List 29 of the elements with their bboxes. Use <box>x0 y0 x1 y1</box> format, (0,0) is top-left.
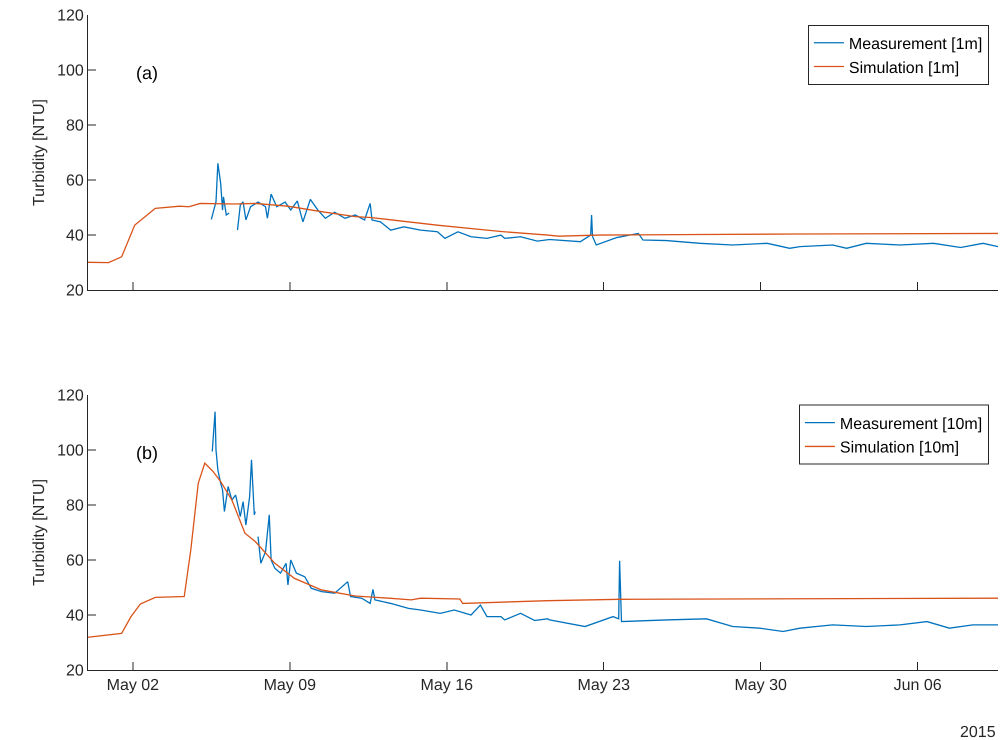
legend-label: Simulation [1m] <box>848 60 960 77</box>
y-tick-label: 120 <box>57 388 84 404</box>
legend-label: Measurement [1m] <box>848 36 982 53</box>
y-tick-label: 20 <box>66 282 84 300</box>
legend-label: Simulation [10m] <box>840 440 960 457</box>
x-tick-label: May 30 <box>734 677 788 694</box>
legend-label: Measurement [10m] <box>840 416 982 433</box>
line-series <box>88 202 998 264</box>
y-tick-label: 120 <box>57 8 84 25</box>
y-tick-label: 80 <box>66 498 84 515</box>
x-tick-label: May 02 <box>106 677 160 694</box>
y-axis-title: Turbidity [NTU] <box>30 478 48 586</box>
y-axis-title: Turbidity [NTU] <box>30 99 48 206</box>
annotation: (a) <box>136 63 158 83</box>
y-tick-label: 60 <box>66 172 84 190</box>
y-tick-label: 100 <box>57 62 84 80</box>
y-tick-label: 60 <box>66 552 84 570</box>
y-tick-label: 80 <box>66 118 84 135</box>
x-tick-label: May 16 <box>420 677 474 694</box>
line-series <box>88 462 998 638</box>
annotation: (b) <box>136 443 158 463</box>
x-tick-label: Jun 06 <box>894 677 942 694</box>
y-tick-label: 100 <box>57 442 84 460</box>
y-tick-label: 40 <box>66 608 84 625</box>
y-tick-label: 40 <box>66 228 84 245</box>
x-tick-label: May 23 <box>577 677 630 694</box>
text: 2015 <box>960 724 996 740</box>
x-tick-label: May 09 <box>264 677 316 694</box>
y-tick-label: 20 <box>66 662 84 680</box>
